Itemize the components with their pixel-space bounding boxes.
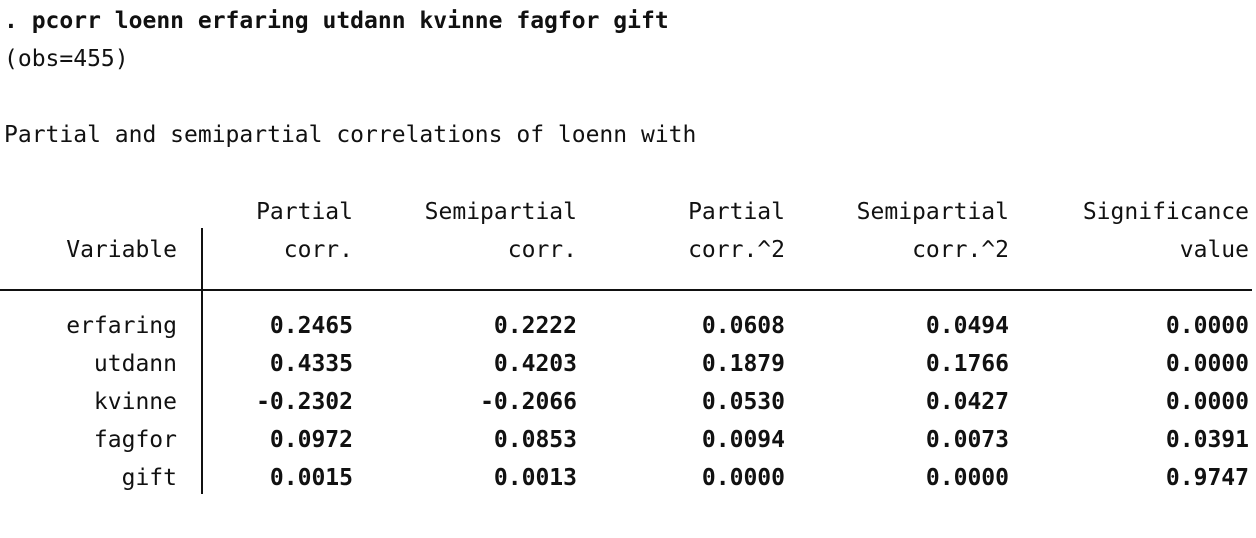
partial-corr-value: 0.0015 bbox=[269, 465, 353, 491]
command-line: . pcorr loenn erfaring utdann kvinne fag… bbox=[4, 8, 669, 34]
header-col4-line1: Semipartial bbox=[856, 199, 1009, 225]
header-col1-line2: corr. bbox=[283, 237, 353, 263]
header-col5-line1: Significance bbox=[1082, 199, 1249, 225]
obs-count: (obs=455) bbox=[4, 46, 129, 72]
significance-value: 0.9747 bbox=[1165, 465, 1249, 491]
significance-value: 0.0000 bbox=[1165, 389, 1249, 415]
semipartial-corr-value: 0.4203 bbox=[493, 351, 577, 377]
row-variable: fagfor bbox=[93, 427, 177, 453]
body-vertical-rule bbox=[201, 291, 203, 494]
semipartial-corr-sq-value: 0.0427 bbox=[925, 389, 1009, 415]
partial-corr-sq-value: 0.0530 bbox=[701, 389, 785, 415]
table-title: Partial and semipartial correlations of … bbox=[4, 122, 697, 148]
header-col5-line2: value bbox=[1179, 237, 1249, 263]
semipartial-corr-value: 0.0853 bbox=[493, 427, 577, 453]
header-col1-line1: Partial bbox=[256, 199, 353, 225]
semipartial-corr-value: 0.0013 bbox=[493, 465, 577, 491]
semipartial-corr-value: 0.2222 bbox=[493, 313, 577, 339]
partial-corr-sq-value: 0.0094 bbox=[701, 427, 785, 453]
partial-corr-value: 0.0972 bbox=[269, 427, 353, 453]
semipartial-corr-sq-value: 0.0494 bbox=[925, 313, 1009, 339]
header-col3-line1: Partial bbox=[688, 199, 785, 225]
significance-value: 0.0391 bbox=[1165, 427, 1249, 453]
header-variable: Variable bbox=[66, 237, 177, 263]
row-variable: utdann bbox=[93, 351, 177, 377]
significance-value: 0.0000 bbox=[1165, 313, 1249, 339]
header-vertical-rule bbox=[201, 228, 203, 289]
row-variable: gift bbox=[121, 465, 177, 491]
header-horizontal-rule bbox=[0, 289, 1252, 291]
semipartial-corr-value: -0.2066 bbox=[480, 389, 577, 415]
partial-corr-value: -0.2302 bbox=[256, 389, 353, 415]
header-col3-line2: corr.^2 bbox=[688, 237, 785, 263]
partial-corr-sq-value: 0.0000 bbox=[701, 465, 785, 491]
semipartial-corr-sq-value: 0.0000 bbox=[925, 465, 1009, 491]
header-col4-line2: corr.^2 bbox=[912, 237, 1009, 263]
header-col2-line2: corr. bbox=[507, 237, 577, 263]
significance-value: 0.0000 bbox=[1165, 351, 1249, 377]
partial-corr-sq-value: 0.0608 bbox=[701, 313, 785, 339]
row-variable: kvinne bbox=[93, 389, 177, 415]
partial-corr-value: 0.4335 bbox=[269, 351, 353, 377]
partial-corr-value: 0.2465 bbox=[269, 313, 353, 339]
header-col2-line1: Semipartial bbox=[424, 199, 577, 225]
partial-corr-sq-value: 0.1879 bbox=[701, 351, 785, 377]
row-variable: erfaring bbox=[66, 313, 177, 339]
semipartial-corr-sq-value: 0.0073 bbox=[925, 427, 1009, 453]
semipartial-corr-sq-value: 0.1766 bbox=[925, 351, 1009, 377]
